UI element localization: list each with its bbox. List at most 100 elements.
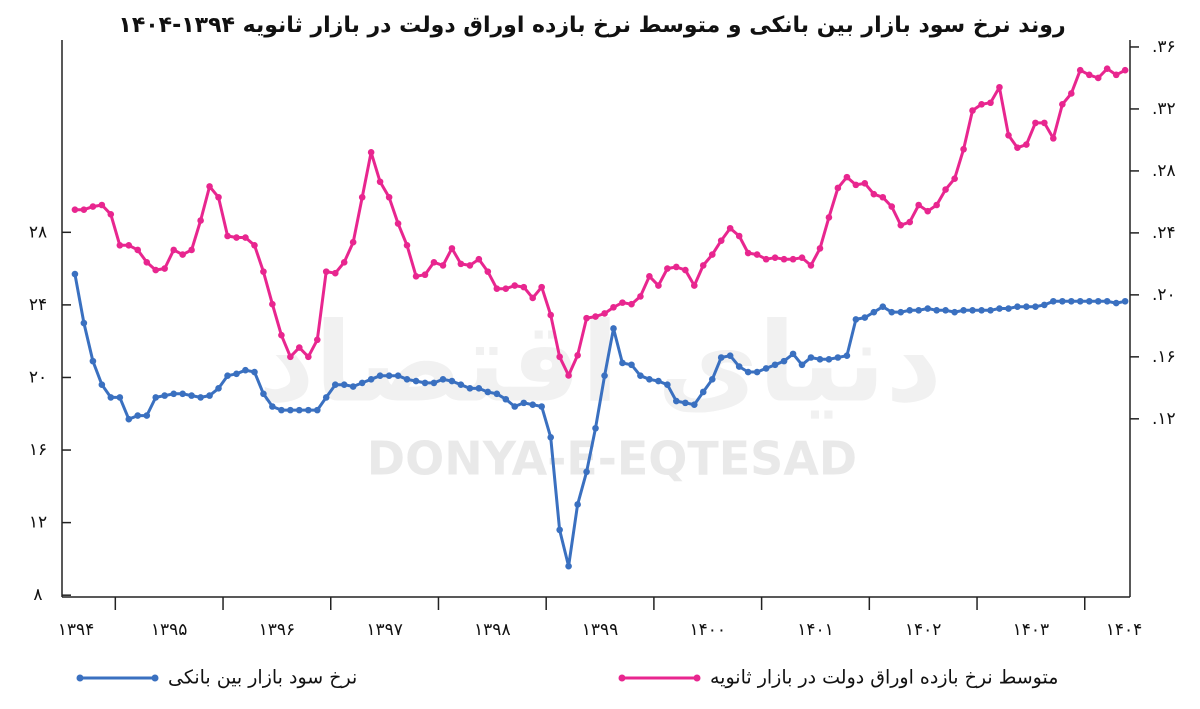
data-point bbox=[143, 259, 151, 266]
data-point bbox=[1094, 297, 1102, 305]
x-tick-label: ۱۴۰۰ bbox=[689, 620, 726, 640]
data-point bbox=[690, 282, 698, 289]
data-point bbox=[242, 234, 249, 241]
data-point bbox=[673, 397, 680, 405]
data-point bbox=[1076, 297, 1084, 305]
data-point bbox=[1023, 141, 1030, 148]
data-point bbox=[744, 249, 752, 257]
data-point bbox=[1112, 299, 1120, 307]
y2-tick-label: .۲۴ bbox=[1152, 223, 1176, 243]
data-point bbox=[412, 377, 420, 385]
data-point bbox=[224, 372, 231, 379]
data-point bbox=[637, 372, 644, 379]
y-tick-label: ۲۴ bbox=[29, 295, 47, 315]
data-point bbox=[502, 395, 510, 403]
data-point bbox=[206, 183, 213, 190]
data-point bbox=[511, 282, 519, 289]
data-point bbox=[592, 424, 599, 432]
data-point bbox=[807, 354, 815, 361]
data-point bbox=[798, 361, 806, 369]
x-tick-label: ۱۳۹۶ bbox=[259, 620, 296, 640]
data-point bbox=[125, 415, 133, 423]
data-point bbox=[80, 319, 88, 327]
data-point bbox=[682, 266, 689, 274]
data-point bbox=[313, 336, 321, 344]
data-point bbox=[349, 383, 357, 390]
data-point bbox=[744, 368, 752, 376]
data-point bbox=[583, 468, 590, 476]
data-point bbox=[780, 357, 788, 365]
data-point bbox=[717, 237, 725, 244]
data-point bbox=[98, 381, 106, 389]
data-point bbox=[825, 356, 833, 363]
data-point bbox=[708, 375, 716, 383]
data-point bbox=[637, 293, 644, 300]
data-point bbox=[807, 262, 815, 269]
data-point bbox=[987, 307, 994, 314]
data-point bbox=[1059, 297, 1066, 305]
y2-tick-label: .۲۸ bbox=[1152, 161, 1176, 181]
data-point bbox=[897, 221, 905, 229]
data-point bbox=[762, 365, 770, 372]
data-point bbox=[574, 501, 581, 508]
data-point bbox=[251, 241, 258, 249]
data-point bbox=[1112, 71, 1120, 79]
data-point bbox=[942, 186, 949, 193]
data-point bbox=[762, 255, 770, 263]
data-point bbox=[601, 372, 608, 379]
data-point bbox=[951, 175, 958, 182]
data-point bbox=[1023, 303, 1030, 311]
data-point bbox=[771, 254, 779, 261]
legend-dot bbox=[151, 674, 159, 682]
data-point bbox=[834, 354, 842, 361]
data-point bbox=[278, 331, 285, 339]
data-point bbox=[152, 266, 160, 274]
data-point bbox=[664, 381, 671, 389]
data-point bbox=[735, 363, 743, 370]
data-point bbox=[224, 232, 231, 240]
data-point bbox=[789, 350, 797, 358]
legend-label: متوسط نرخ بازده اوراق دولت در بازار ثانو… bbox=[710, 667, 1058, 689]
data-point bbox=[942, 307, 949, 314]
data-point bbox=[197, 217, 204, 224]
y2-tick-label: .۳۶ bbox=[1152, 37, 1176, 57]
data-point bbox=[457, 260, 465, 268]
data-point bbox=[1050, 135, 1057, 142]
data-point bbox=[538, 403, 545, 410]
data-point bbox=[610, 325, 617, 332]
data-point bbox=[215, 385, 222, 392]
data-point bbox=[287, 353, 294, 361]
data-point bbox=[1032, 119, 1039, 127]
data-point bbox=[358, 193, 366, 201]
data-point bbox=[870, 190, 878, 198]
data-point bbox=[933, 307, 940, 314]
data-point bbox=[565, 562, 572, 570]
data-point bbox=[592, 313, 599, 320]
data-point bbox=[251, 368, 258, 376]
data-point bbox=[771, 361, 779, 369]
data-point bbox=[421, 379, 429, 387]
data-point bbox=[313, 406, 321, 414]
data-point bbox=[699, 262, 707, 269]
data-point bbox=[897, 308, 905, 316]
data-point bbox=[655, 377, 662, 385]
data-point bbox=[996, 305, 1003, 312]
data-point bbox=[987, 99, 994, 107]
data-point bbox=[753, 251, 761, 258]
data-point bbox=[295, 344, 303, 351]
data-point bbox=[583, 314, 590, 322]
data-point bbox=[107, 394, 115, 401]
y-tick-label: ۱۶ bbox=[29, 440, 47, 460]
data-point bbox=[475, 385, 483, 392]
x-tick-label: ۱۳۹۷ bbox=[366, 620, 403, 640]
data-point bbox=[646, 272, 653, 280]
data-point bbox=[466, 262, 474, 269]
data-point bbox=[906, 218, 914, 226]
data-point bbox=[188, 246, 195, 254]
data-point bbox=[376, 372, 384, 379]
data-point bbox=[924, 207, 932, 215]
y2-tick-label: .۲۰ bbox=[1152, 285, 1176, 305]
data-point bbox=[439, 262, 447, 269]
data-point bbox=[179, 251, 186, 258]
legend-dot bbox=[76, 674, 84, 682]
